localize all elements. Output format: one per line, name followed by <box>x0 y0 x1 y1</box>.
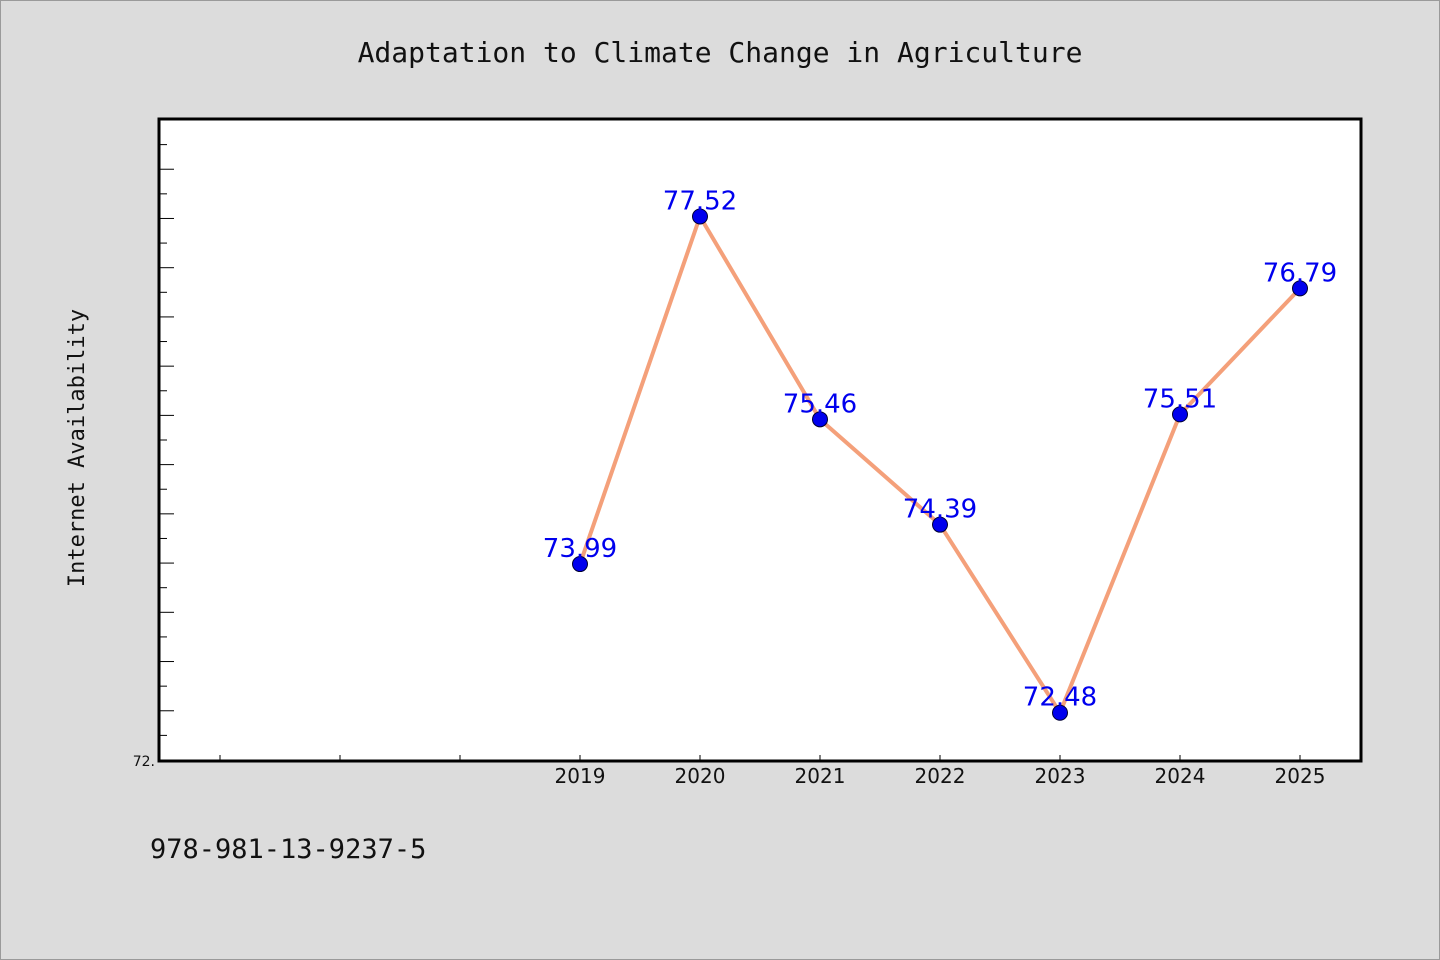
x-tick-label: 2023 <box>1035 764 1086 788</box>
data-label: 75.51 <box>1143 384 1217 414</box>
x-tick-label: 2022 <box>915 764 966 788</box>
data-point <box>932 516 948 533</box>
data-point <box>572 556 588 573</box>
data-label: 75.46 <box>783 389 857 419</box>
data-markers <box>572 208 1308 721</box>
data-label: 76.79 <box>1263 258 1337 288</box>
y-axis-ticks <box>160 119 174 761</box>
data-point <box>812 411 828 428</box>
x-tick-label: 2024 <box>1155 764 1206 788</box>
data-label: 72.48 <box>1023 683 1097 713</box>
chart-title: Adaptation to Climate Change in Agricult… <box>358 36 1083 69</box>
data-labels: 73.99 77.52 75.46 74.39 72.48 75.51 76.79 <box>543 186 1337 712</box>
data-point <box>1292 280 1308 297</box>
y-tick-label: 72. <box>133 754 155 770</box>
x-tick-label: 2020 <box>675 764 726 788</box>
x-tick-label: 2019 <box>555 764 606 788</box>
data-point <box>692 208 708 225</box>
data-label: 74.39 <box>903 495 977 525</box>
data-point <box>1052 704 1068 721</box>
plot-area <box>157 117 1363 763</box>
x-axis-tick-labels: 2019 2020 2021 2022 2023 2024 2025 <box>555 764 1326 788</box>
data-label: 73.99 <box>543 534 617 564</box>
x-tick-label: 2021 <box>795 764 846 788</box>
data-point <box>1172 406 1188 423</box>
x-axis-ticks <box>219 755 1301 760</box>
data-label: 77.52 <box>663 186 737 216</box>
footnote: 978-981-13-9237-5 <box>150 834 427 865</box>
y-axis-label: Internet Availability <box>65 309 90 587</box>
x-tick-label: 2025 <box>1275 764 1326 788</box>
